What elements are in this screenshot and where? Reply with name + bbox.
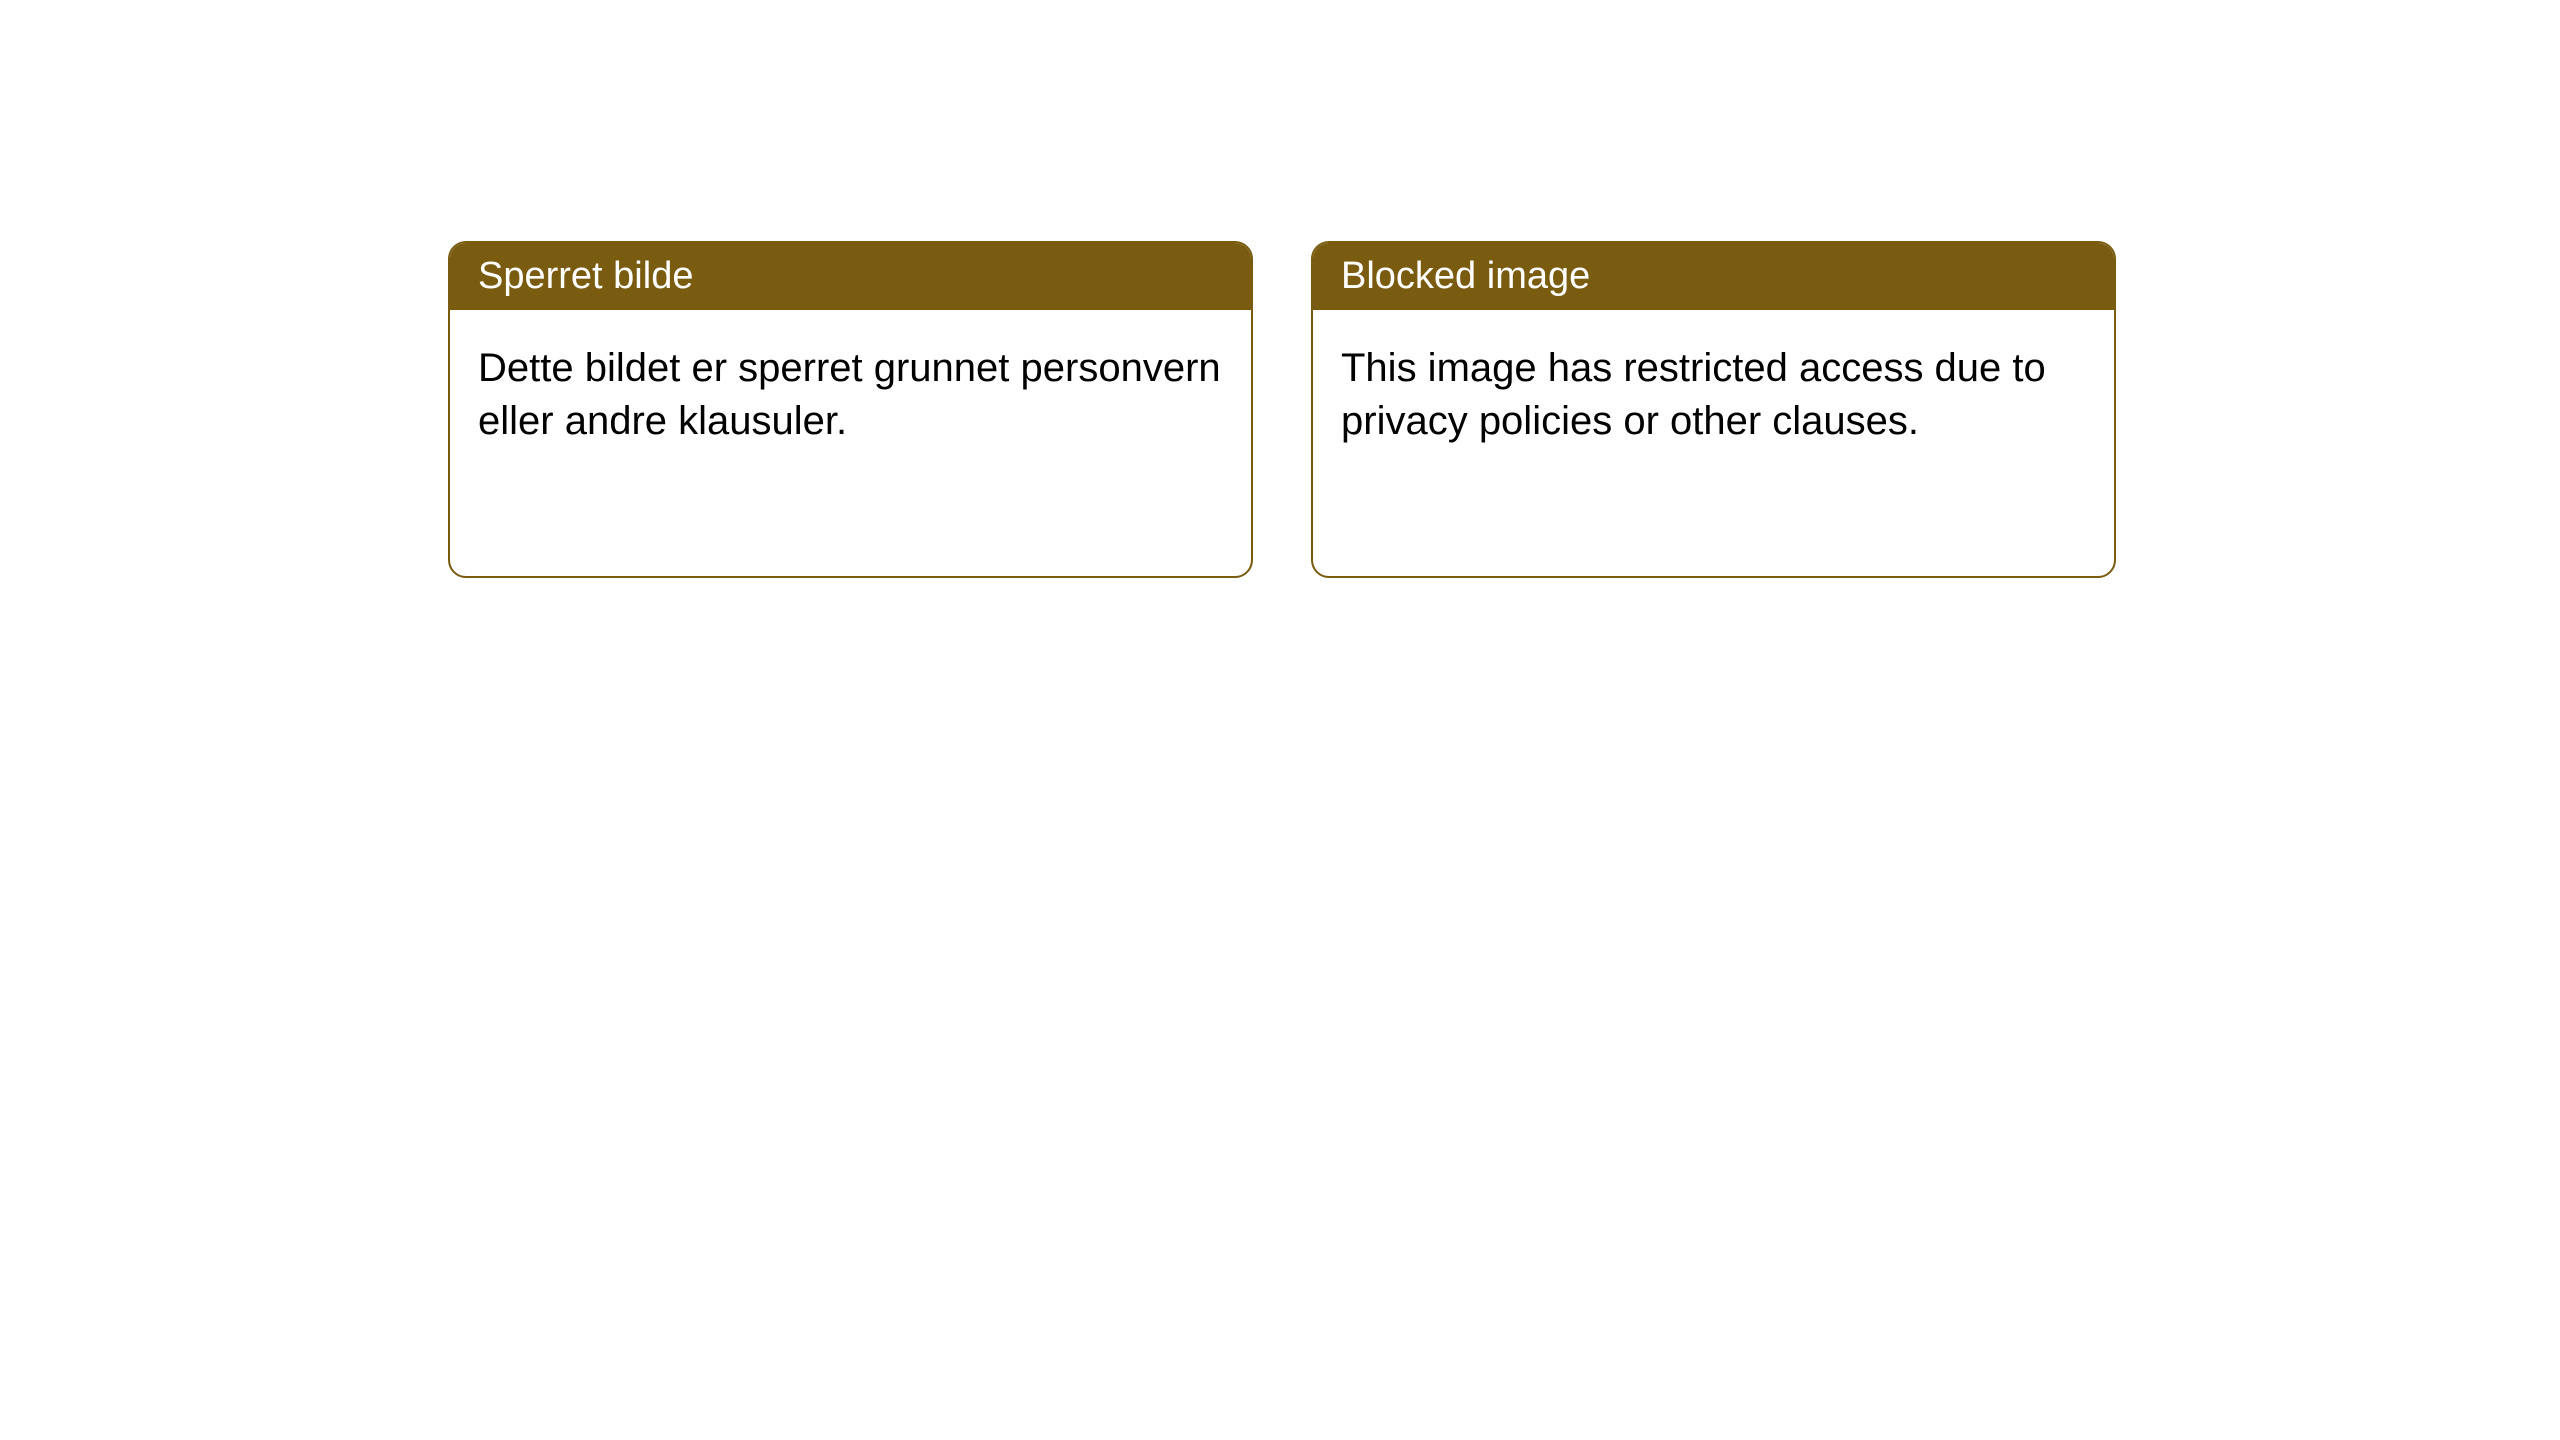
notice-title-english: Blocked image <box>1313 243 2114 310</box>
notice-container: Sperret bilde Dette bildet er sperret gr… <box>0 0 2560 578</box>
notice-body-norwegian: Dette bildet er sperret grunnet personve… <box>450 310 1251 480</box>
notice-body-english: This image has restricted access due to … <box>1313 310 2114 480</box>
notice-title-norwegian: Sperret bilde <box>450 243 1251 310</box>
notice-card-english: Blocked image This image has restricted … <box>1311 241 2116 578</box>
notice-card-norwegian: Sperret bilde Dette bildet er sperret gr… <box>448 241 1253 578</box>
